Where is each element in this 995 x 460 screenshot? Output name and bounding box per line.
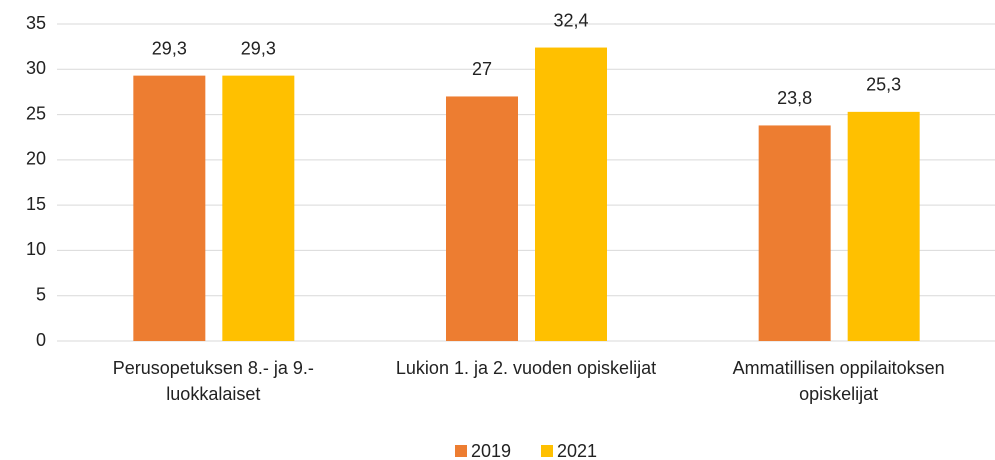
data-label: 25,3 (866, 75, 901, 95)
bar (446, 96, 518, 341)
y-tick-label: 15 (26, 194, 46, 214)
data-label: 27 (472, 59, 492, 79)
legend-swatch (541, 445, 553, 457)
y-tick-label: 30 (26, 58, 46, 78)
bar (535, 47, 607, 341)
y-tick-label: 35 (26, 13, 46, 33)
x-tick-label: Lukion 1. ja 2. vuoden opiskelijat (395, 358, 657, 378)
x-tick-label: Ammatillisen oppilaitoksen opiskelijat (732, 358, 945, 404)
x-tick-label-box: Lukion 1. ja 2. vuoden opiskelijat (395, 358, 657, 378)
bar (847, 111, 920, 342)
data-label: 32,4 (553, 10, 588, 30)
y-tick-label: 10 (26, 239, 46, 259)
x-tick-label: Perusopetuksen 8.- ja 9.-luokkalaiset (112, 358, 314, 404)
y-tick-label: 25 (26, 103, 46, 123)
data-label: 23,8 (777, 88, 812, 108)
bar (222, 75, 295, 341)
legend-label: 2021 (557, 441, 597, 460)
x-tick-label-box: Perusopetuksen 8.- ja 9.-luokkalaiset (112, 358, 314, 404)
legend-swatch (455, 445, 467, 457)
y-tick-label: 20 (26, 149, 46, 169)
legend-label: 2019 (471, 441, 511, 460)
data-label: 29,3 (152, 38, 187, 58)
bar (758, 125, 831, 341)
x-tick-label-box: Ammatillisen oppilaitoksen opiskelijat (732, 358, 945, 404)
bar (133, 75, 206, 341)
data-label: 29,3 (241, 38, 276, 58)
y-tick-label: 5 (36, 284, 46, 304)
y-tick-label: 0 (36, 330, 46, 350)
